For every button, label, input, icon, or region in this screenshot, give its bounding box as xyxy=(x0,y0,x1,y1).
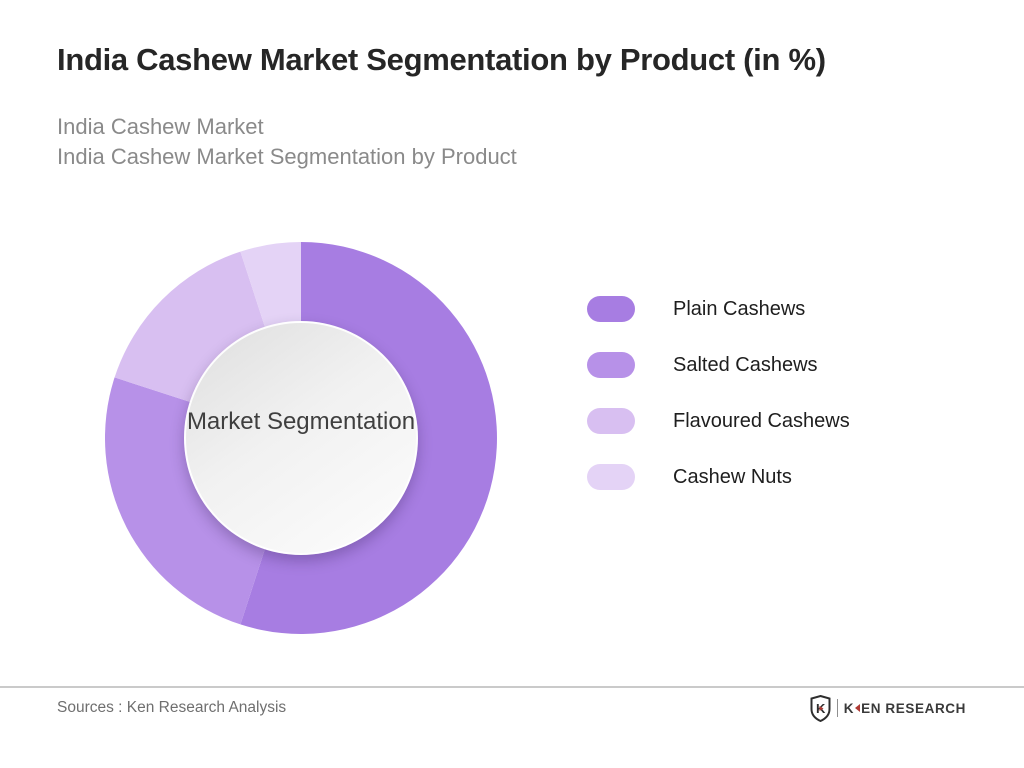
subtitle-line-2: India Cashew Market Segmentation by Prod… xyxy=(57,144,517,169)
brand-text-first-letter: K xyxy=(843,700,855,716)
page-title: India Cashew Market Segmentation by Prod… xyxy=(57,42,826,77)
brand-logo: K K EN RESEARCH xyxy=(810,694,966,722)
subtitle-line-1: India Cashew Market xyxy=(57,114,264,139)
legend-item-cashew-nuts: Cashew Nuts xyxy=(587,464,850,490)
legend-swatch xyxy=(587,408,635,434)
legend-item-salted-cashews: Salted Cashews xyxy=(587,352,850,378)
donut-center-label: Market Segmentation xyxy=(186,408,416,435)
legend-label: Cashew Nuts xyxy=(673,465,792,488)
subtitle-block: India Cashew Market India Cashew Market … xyxy=(57,112,517,172)
sources-text: Sources : Ken Research Analysis xyxy=(57,699,287,716)
legend: Plain Cashews Salted Cashews Flavoured Cas… xyxy=(587,296,850,520)
ken-research-shield-icon: K xyxy=(810,694,831,722)
brand-red-caret-icon xyxy=(855,704,861,712)
brand-divider xyxy=(836,699,838,717)
footer-divider xyxy=(0,686,1024,688)
legend-item-plain-cashews: Plain Cashews xyxy=(587,296,850,322)
brand-text-rest: EN RESEARCH xyxy=(861,700,966,716)
legend-label: Flavoured Cashews xyxy=(673,409,850,432)
legend-label: Salted Cashews xyxy=(673,353,818,376)
donut-center: Market Segmentation xyxy=(184,321,418,555)
legend-swatch xyxy=(587,464,635,490)
brand-text: K EN RESEARCH xyxy=(844,701,966,716)
legend-label: Plain Cashews xyxy=(673,297,806,320)
legend-swatch xyxy=(587,352,635,378)
legend-swatch xyxy=(587,296,635,322)
legend-item-flavoured-cashews: Flavoured Cashews xyxy=(587,408,850,434)
